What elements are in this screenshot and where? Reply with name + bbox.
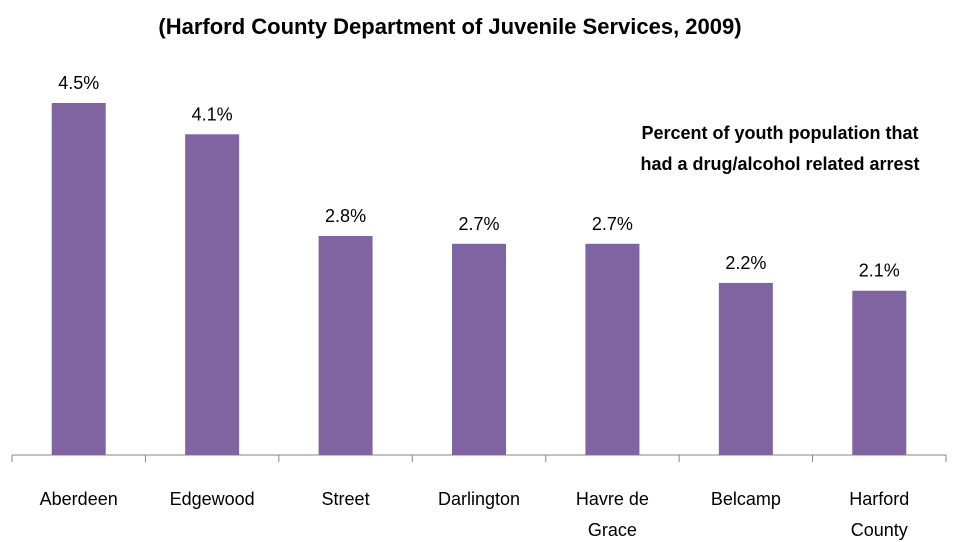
value-label: 2.8% [325, 206, 366, 226]
annotation: Percent of youth population that had a d… [640, 123, 920, 174]
bar [51, 103, 106, 455]
x-tick-label: Aberdeen [39, 489, 118, 509]
bar [452, 243, 506, 455]
bar [185, 134, 240, 456]
x-tick-label: Darlington [437, 489, 521, 509]
value-label: 2.7% [458, 214, 499, 234]
bar [718, 282, 773, 455]
x-tick-label: Street [321, 489, 370, 509]
value-label: 4.1% [192, 104, 233, 124]
bar [318, 235, 373, 455]
bar [852, 290, 907, 455]
value-label: 2.7% [592, 214, 633, 234]
x-tick-label: Belcamp [710, 489, 781, 509]
x-tick-label: Edgewood [169, 489, 255, 509]
value-label: 4.5% [58, 73, 99, 93]
chart-title: (Harford County Department of Juvenile S… [158, 14, 742, 39]
value-label: 2.2% [725, 253, 766, 273]
x-tick-label: Havre de Grace [575, 489, 649, 540]
bar [585, 243, 640, 455]
value-label: 2.1% [859, 261, 900, 281]
x-tick-label: Harford County [849, 489, 910, 540]
